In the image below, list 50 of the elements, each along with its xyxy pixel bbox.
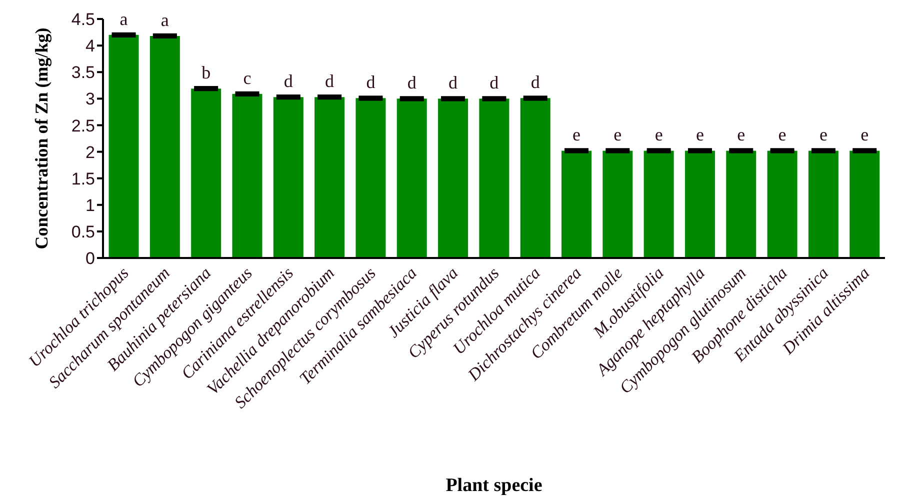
y-tick-label: 3.5 xyxy=(71,63,95,82)
bar xyxy=(684,150,715,258)
bar xyxy=(726,150,756,258)
y-tick-label: 2 xyxy=(86,142,95,162)
annotation: c xyxy=(243,68,252,88)
y-tick-label: 3 xyxy=(86,90,95,109)
bar xyxy=(273,97,304,258)
bar xyxy=(396,98,427,258)
annotation: e xyxy=(860,124,869,145)
bar xyxy=(232,94,262,258)
annotation: d xyxy=(325,71,334,92)
y-tick-label: 2.5 xyxy=(71,116,95,136)
y-tick-label: 1.5 xyxy=(71,169,95,188)
bar xyxy=(438,98,468,258)
bar xyxy=(479,98,510,258)
bar xyxy=(191,88,222,258)
annotation: d xyxy=(530,72,540,92)
bar xyxy=(850,150,880,258)
bar xyxy=(644,150,674,258)
bar xyxy=(602,150,633,258)
annotation: a xyxy=(120,8,128,29)
annotation: e xyxy=(778,124,786,145)
annotation: e xyxy=(696,124,704,145)
annotation: e xyxy=(654,124,663,145)
y-tick-label: 4.5 xyxy=(71,10,95,30)
annotation: d xyxy=(448,72,458,93)
y-tick-label: 4 xyxy=(86,36,95,56)
y-tick-label: 0 xyxy=(86,249,95,268)
annotation: b xyxy=(202,62,211,83)
bar xyxy=(108,34,139,258)
annotation: a xyxy=(160,10,169,30)
bar xyxy=(520,98,550,258)
annotation: e xyxy=(572,124,580,145)
annotation: e xyxy=(614,124,622,145)
annotation: d xyxy=(284,71,293,92)
annotation: e xyxy=(819,124,828,145)
x-axis-title: Plant specie xyxy=(446,475,542,496)
bar xyxy=(767,150,798,258)
y-axis-title: Concentration of Zn (mg/kg) xyxy=(31,28,52,250)
annotation: d xyxy=(490,72,499,93)
bar xyxy=(562,150,592,258)
y-tick-label: 1 xyxy=(86,196,95,215)
bar xyxy=(356,98,386,258)
bar xyxy=(314,97,345,258)
bar xyxy=(808,150,838,258)
annotation: d xyxy=(366,72,376,92)
annotation: e xyxy=(737,124,746,145)
annotation: d xyxy=(407,72,416,93)
bar xyxy=(150,36,180,258)
y-tick-label: 0.5 xyxy=(71,222,95,242)
